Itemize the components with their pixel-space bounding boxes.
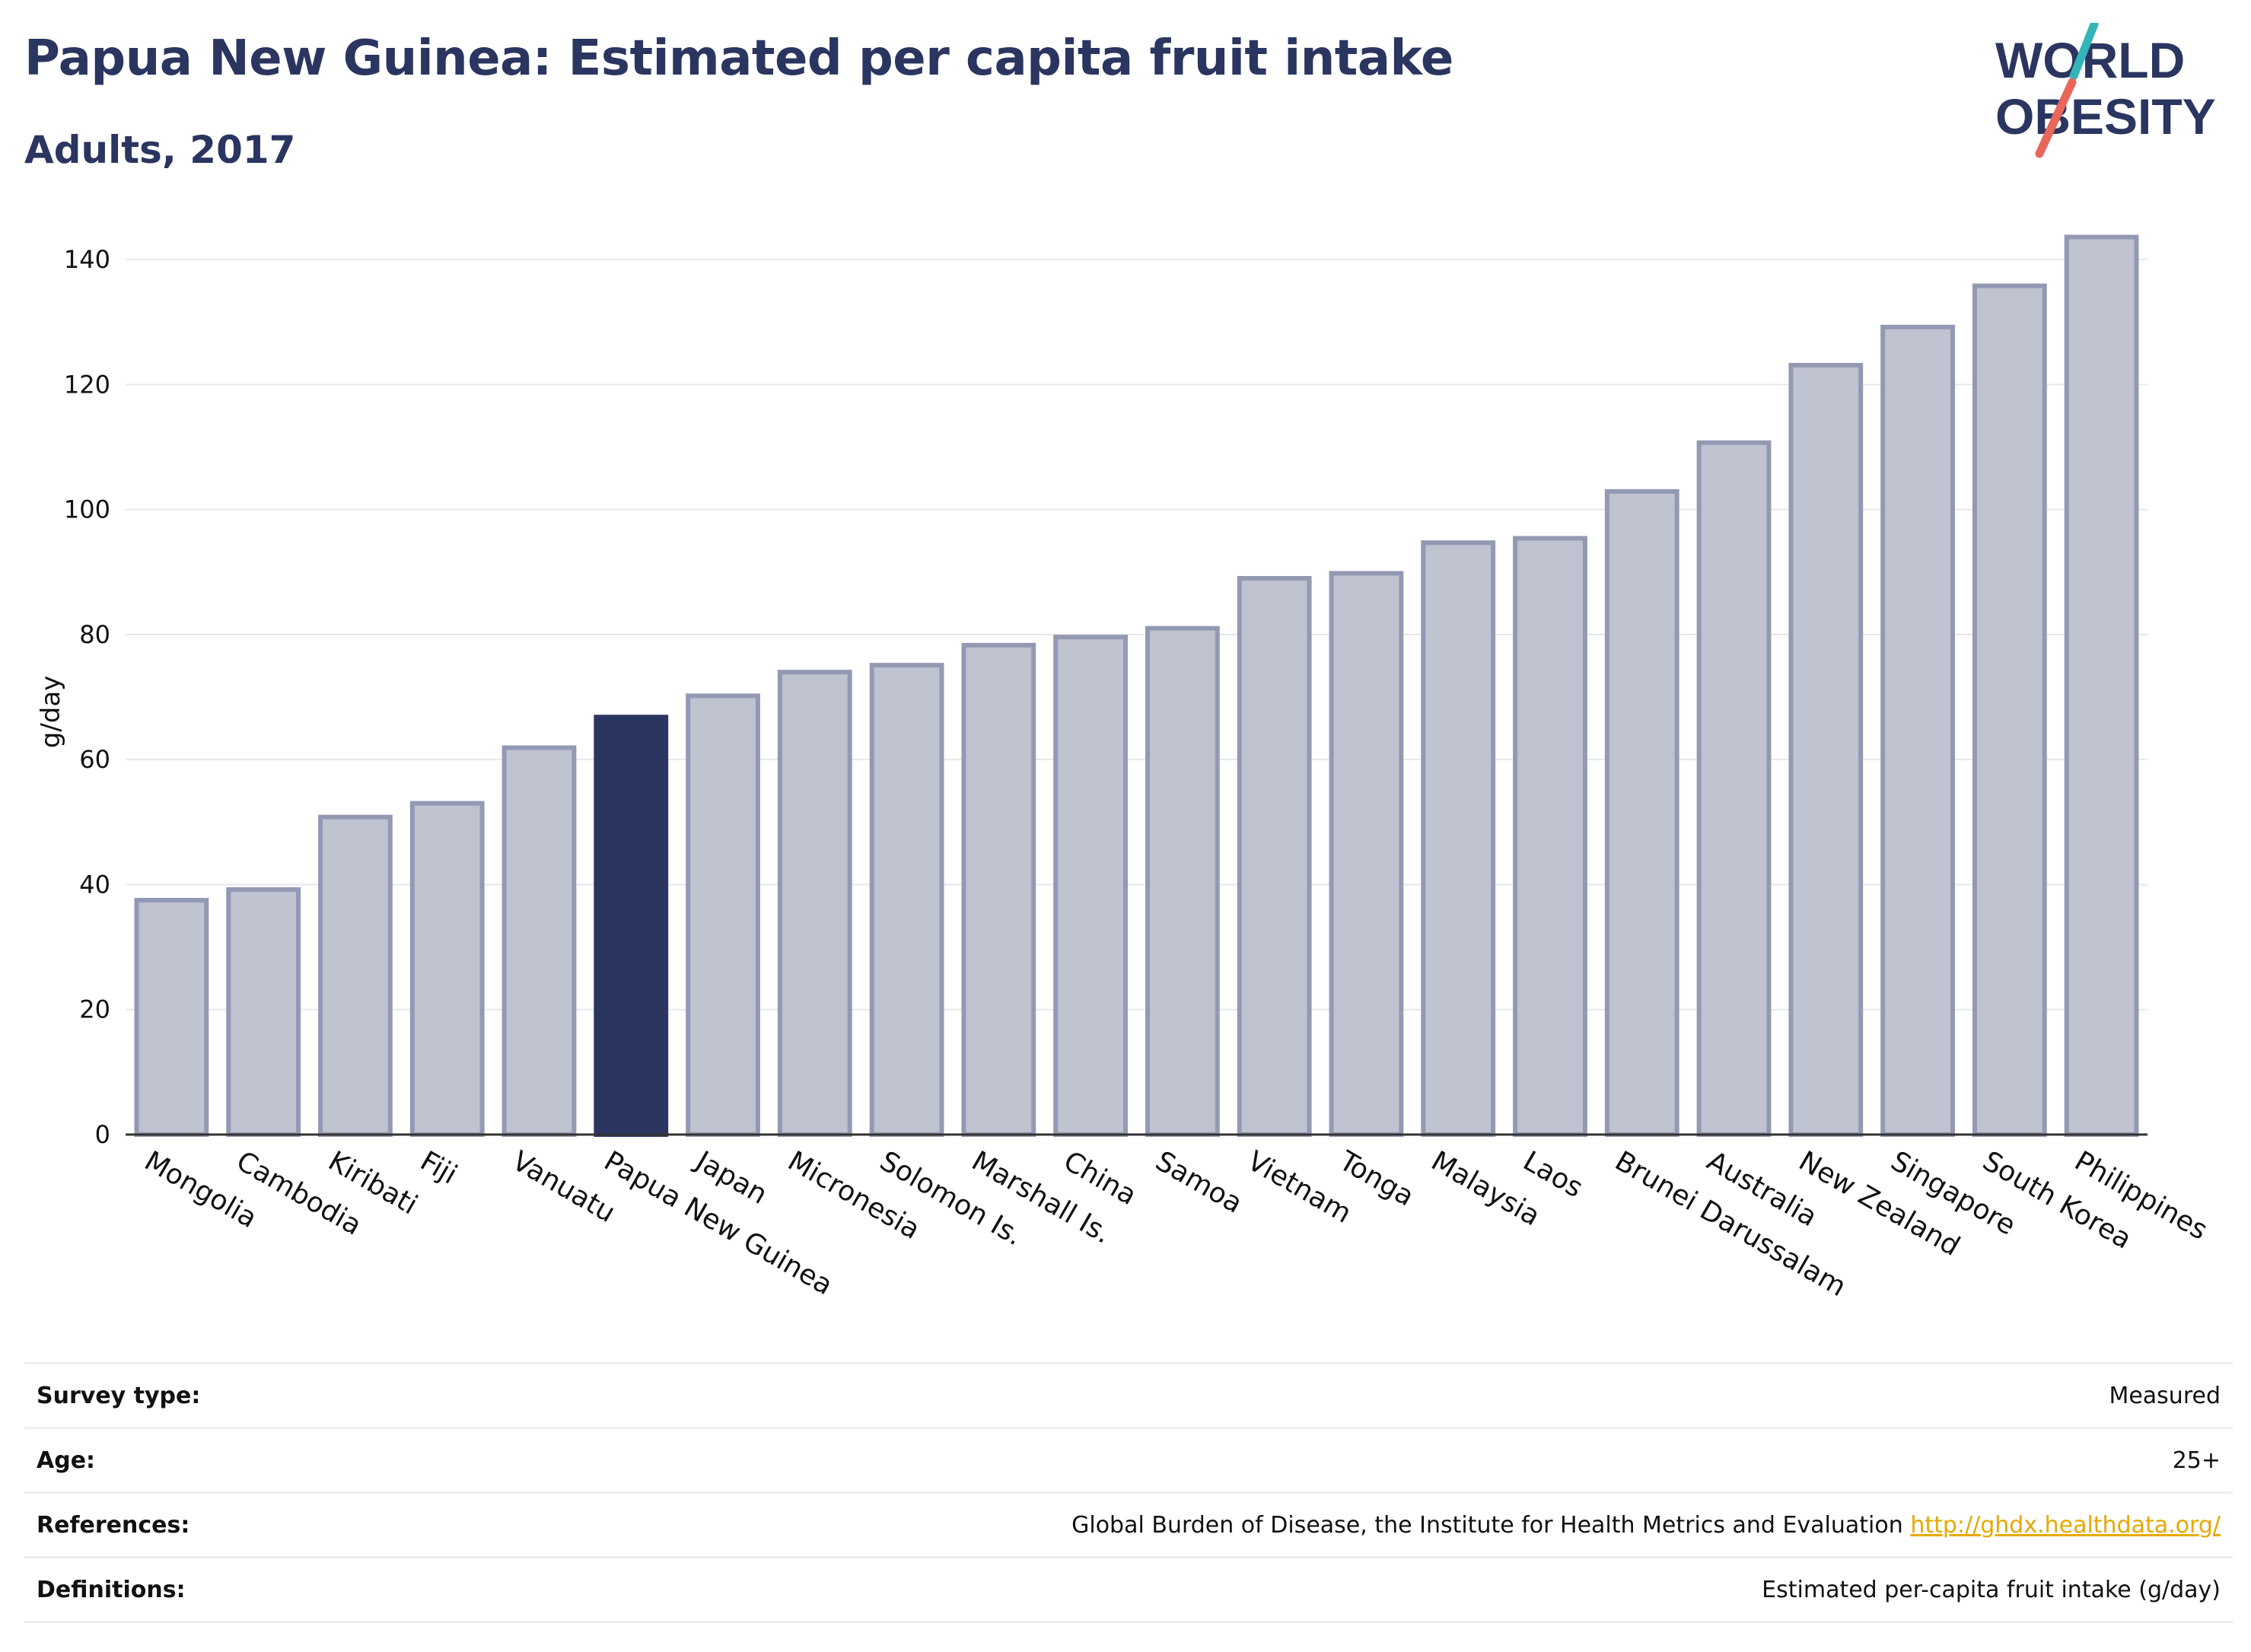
reference-text: Global Burden of Disease, the Institute … (1071, 1511, 1903, 1539)
reference-link[interactable]: http://ghdx.healthdata.org/ (1910, 1511, 2221, 1539)
y-tick-labels: 0 20 40 60 80 100 120 140 (64, 245, 110, 1149)
meta-value-references: Global Burden of Disease, the Institute … (1071, 1512, 2233, 1539)
y-tick-label: 100 (64, 495, 110, 524)
bar-laos[interactable] (1513, 536, 1587, 1137)
bar-micronesia[interactable] (777, 670, 852, 1137)
logo-line-2: OBESITY (1995, 88, 2216, 145)
chart-title: Papua New Guinea: Estimated per capita f… (24, 30, 1453, 87)
logo-slash-red (2035, 78, 2077, 158)
x-tick-label: Samoa (1150, 1145, 1247, 1220)
meta-row-references: References: Global Burden of Disease, th… (24, 1491, 2233, 1556)
meta-label: Definitions: (37, 1576, 186, 1603)
bar-samoa[interactable] (1145, 625, 1220, 1137)
y-tick-label: 80 (79, 620, 110, 649)
meta-value: Measured (2109, 1382, 2221, 1409)
y-tick-label: 120 (64, 370, 110, 399)
meta-row-age: Age: 25+ (24, 1427, 2233, 1491)
bar-singapore[interactable] (1880, 324, 1955, 1137)
meta-label: Survey type: (37, 1382, 201, 1409)
metadata-table: Survey type: Measured Age: 25+ Reference… (24, 1362, 2233, 1623)
bar-new-zealand[interactable] (1788, 362, 1864, 1137)
y-tick-label: 60 (79, 745, 110, 774)
bars (134, 234, 2139, 1138)
logo-slash-teal (2069, 23, 2099, 81)
y-axis-label: g/day (36, 676, 66, 749)
bar-japan[interactable] (686, 693, 760, 1137)
bar-philippines[interactable] (2064, 234, 2139, 1138)
meta-value: 25+ (2172, 1447, 2221, 1474)
x-tick-label: Vanuatu (507, 1145, 620, 1229)
meta-row-survey-type: Survey type: Measured (24, 1362, 2233, 1427)
bar-mongolia[interactable] (134, 897, 209, 1138)
bar-australia[interactable] (1696, 440, 1772, 1137)
bar-china[interactable] (1053, 635, 1129, 1137)
bar-papua-new-guinea[interactable] (594, 715, 669, 1137)
bar-brunei-darussalam[interactable] (1604, 489, 1679, 1137)
chart-subtitle: Adults, 2017 (24, 128, 296, 172)
x-tick-label: Fiji (415, 1145, 462, 1191)
bar-vietnam[interactable] (1237, 575, 1312, 1137)
meta-value: Estimated per-capita fruit intake (g/day… (1762, 1576, 2221, 1603)
meta-label: Age: (37, 1447, 96, 1474)
bar-marshall-is[interactable] (961, 642, 1036, 1137)
bar-kiribati[interactable] (318, 814, 393, 1137)
bar-vanuatu[interactable] (501, 745, 577, 1138)
world-obesity-logo[interactable]: WORLD OBESITY (1979, 23, 2237, 160)
bar-fiji[interactable] (409, 801, 485, 1137)
meta-row-definitions: Definitions: Estimated per-capita fruit … (24, 1556, 2233, 1623)
bar-cambodia[interactable] (226, 887, 301, 1137)
bar-tonga[interactable] (1329, 571, 1404, 1137)
bar-solomon-is[interactable] (869, 663, 944, 1137)
y-tick-label: 40 (79, 870, 110, 899)
bar-south-korea[interactable] (1972, 283, 2047, 1137)
y-tick-label: 0 (95, 1120, 110, 1149)
bar-malaysia[interactable] (1421, 540, 1496, 1137)
meta-label: References: (37, 1511, 190, 1539)
x-tick-label: Vietnam (1242, 1145, 1356, 1230)
y-tick-label: 20 (79, 995, 110, 1024)
y-tick-label: 140 (64, 245, 110, 274)
